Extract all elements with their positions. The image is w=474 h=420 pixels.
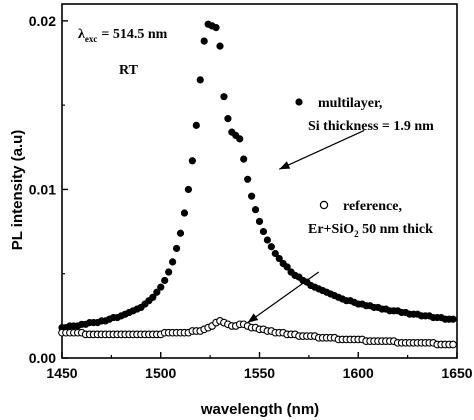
multilayer-point — [165, 268, 173, 276]
multilayer-point — [271, 249, 279, 258]
multilayer-point — [267, 243, 275, 251]
arrow-head-reference — [247, 313, 259, 323]
y-tick-label: 0.02 — [29, 13, 56, 29]
multilayer-point — [283, 263, 291, 271]
reference-point — [449, 340, 457, 349]
legend-multilayer-line2: Si thickness = 1.9 nm — [308, 119, 434, 134]
multilayer-point — [236, 135, 244, 143]
y-tick-label: 0.01 — [29, 181, 56, 197]
temperature-annotation: RT — [119, 63, 139, 78]
multilayer-point — [200, 37, 208, 45]
x-tick-label: 1500 — [145, 365, 176, 381]
multilayer-point — [180, 209, 189, 217]
multilayer-point — [263, 236, 272, 244]
excitation-lambda: λ — [78, 27, 85, 42]
excitation-value: = 514.5 nm — [101, 27, 167, 42]
multilayer-point — [244, 175, 252, 183]
y-axis-label: PL intensity (a.u) — [9, 130, 26, 251]
x-tick-label: 1650 — [441, 365, 472, 381]
legend-multilayer-line1: multilayer, — [318, 96, 382, 111]
series-multilayer — [58, 20, 457, 332]
legend-reference-line2: Er+SiO2 50 nm thick — [308, 222, 433, 239]
multilayer-point — [449, 315, 457, 323]
y-tick-label: 0.00 — [29, 350, 56, 366]
legend-marker-multilayer — [295, 98, 303, 106]
reference-formula-b: 50 nm thick — [359, 222, 434, 237]
x-tick-label: 1550 — [244, 365, 275, 381]
legend-marker-reference — [319, 200, 329, 210]
x-tick-label: 1450 — [46, 365, 77, 381]
excitation-sub: exc — [85, 34, 98, 44]
multilayer-point — [196, 76, 204, 84]
legend-reference-line1: reference, — [343, 199, 402, 214]
x-tick-label: 1600 — [343, 365, 374, 381]
multilayer-point — [220, 93, 228, 101]
multilayer-point — [275, 254, 283, 263]
series-reference — [58, 317, 457, 349]
arrow-head-multilayer — [279, 161, 291, 170]
multilayer-point — [224, 115, 232, 123]
multilayer-point — [157, 283, 165, 291]
multilayer-point — [184, 185, 192, 194]
multilayer-point — [192, 121, 200, 129]
arrow-multilayer — [279, 129, 365, 170]
reference-formula-sub: 2 — [354, 229, 359, 239]
multilayer-point — [149, 293, 157, 301]
multilayer-point — [240, 155, 248, 163]
multilayer-point — [172, 244, 181, 253]
multilayer-point — [212, 24, 220, 32]
axis-ticks: 1450 1500 1550 1600 1650 0.00 0.01 0.02 — [29, 13, 473, 381]
plot-frame — [61, 3, 458, 359]
multilayer-point — [176, 229, 185, 237]
multilayer-point — [259, 227, 268, 236]
x-axis-label: wavelength (nm) — [200, 401, 319, 418]
arrow-reference — [247, 271, 320, 324]
multilayer-point — [161, 276, 169, 285]
multilayer-point — [153, 288, 161, 296]
reference-formula-a: Er+SiO — [308, 222, 354, 237]
multilayer-point — [248, 192, 256, 200]
multilayer-point — [188, 157, 196, 165]
annotation-arrows — [247, 129, 365, 324]
multilayer-point — [169, 258, 177, 266]
multilayer-point — [216, 42, 224, 50]
plot-area: 1450 1500 1550 1600 1650 0.00 0.01 0.02 — [29, 3, 473, 381]
multilayer-point — [255, 217, 264, 226]
excitation-annotation: λexc = 514.5 nm — [78, 27, 168, 44]
multilayer-point — [251, 206, 260, 214]
